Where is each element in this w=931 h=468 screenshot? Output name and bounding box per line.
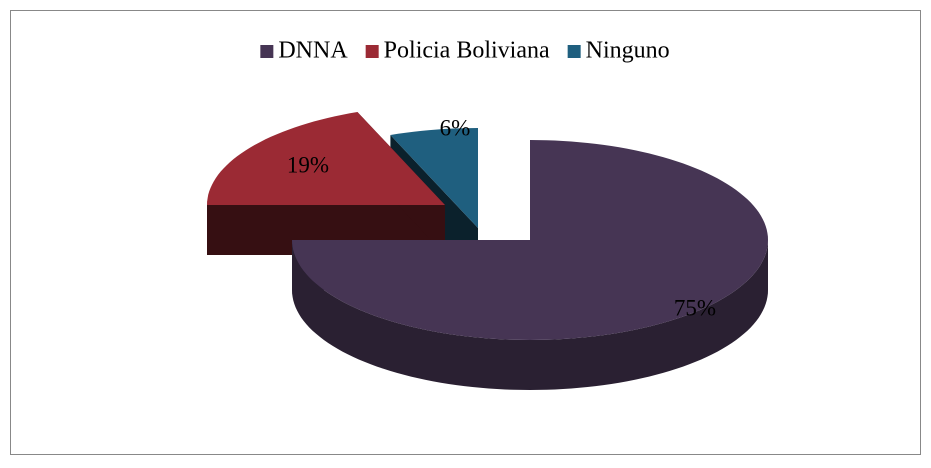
slice-side <box>292 240 768 390</box>
data-labels: 75% 19% 6% <box>287 115 716 320</box>
pie <box>207 112 768 390</box>
data-label: 6% <box>440 115 471 140</box>
legend: DNNA Policia Boliviana Ninguno <box>260 38 670 64</box>
legend-label: Ninguno <box>586 38 670 64</box>
data-label: 75% <box>674 295 716 320</box>
legend-swatch <box>567 45 581 58</box>
pie-slice <box>292 140 768 390</box>
slice-top <box>292 140 768 340</box>
legend-label: DNNA <box>278 38 348 64</box>
slice-top <box>390 128 478 228</box>
legend-swatch <box>260 45 274 58</box>
legend-label: Policia Boliviana <box>384 38 550 64</box>
data-label: 19% <box>287 152 329 177</box>
legend-swatch <box>365 45 379 58</box>
slice-top <box>207 112 445 205</box>
